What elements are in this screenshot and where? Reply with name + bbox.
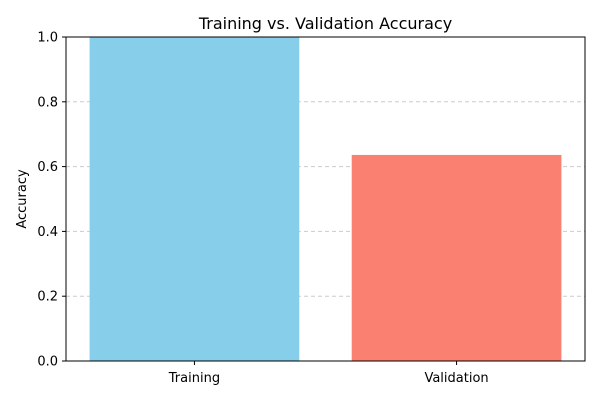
bar-training: [89, 37, 300, 361]
plot-frame: [65, 36, 586, 362]
x-tick-label: Validation: [424, 371, 488, 386]
x-axis-ticks: Training Validation: [168, 361, 489, 386]
chart-title: Training vs. Validation Accuracy: [198, 14, 452, 33]
bar-validation: [351, 154, 562, 361]
y-tick-label: 0.2: [37, 290, 58, 305]
y-axis-label: Accuracy: [15, 169, 30, 229]
bars: [89, 37, 562, 361]
y-tick-label: 0.4: [37, 225, 58, 240]
y-tick-label: 0.8: [37, 95, 58, 110]
y-axis-ticks: 0.0 0.2 0.4 0.6 0.8 1.0: [37, 31, 66, 370]
y-tick-label: 1.0: [37, 31, 58, 46]
x-tick-label: Training: [168, 371, 220, 386]
y-tick-label: 0.0: [37, 355, 58, 370]
y-tick-label: 0.6: [37, 160, 58, 175]
